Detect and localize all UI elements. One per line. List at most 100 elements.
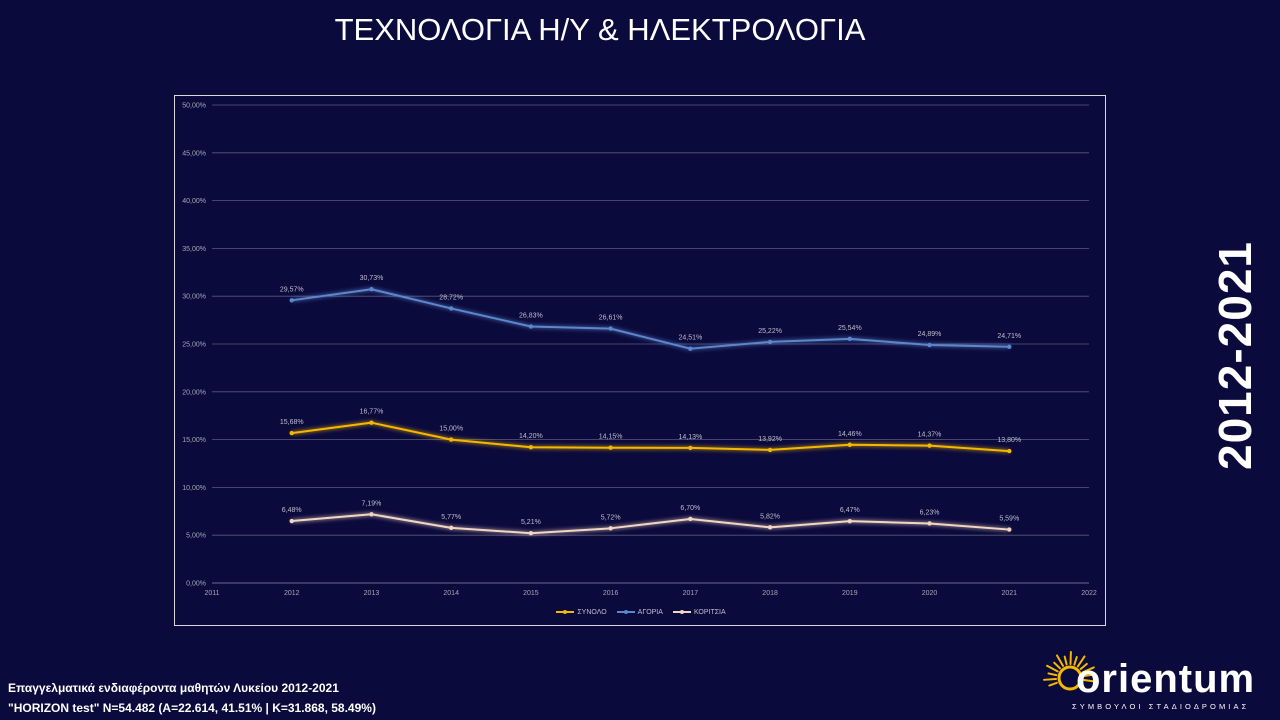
- data-label: 24,51%: [678, 335, 702, 342]
- x-tick-label: 2012: [284, 590, 300, 597]
- data-point: [528, 445, 534, 450]
- data-point: [369, 512, 374, 517]
- data-label: 24,89%: [918, 331, 942, 338]
- y-tick-label: 0,00%: [186, 581, 206, 588]
- data-point: [528, 530, 534, 536]
- data-point: [608, 445, 613, 450]
- x-tick-label: 2016: [603, 590, 619, 597]
- data-label: 5,59%: [999, 516, 1019, 523]
- x-tick-label: 2014: [443, 590, 459, 597]
- data-point: [847, 336, 853, 342]
- legend-label: ΣΥΝΟΛΟ: [577, 608, 607, 616]
- orientum-logo: orientum ΣΥΜΒΟΥΛΟΙ ΣΤΑΔΙΟΔΡΟΜΙΑΣ: [1040, 645, 1270, 715]
- x-tick-label: 2018: [762, 590, 778, 597]
- data-point: [1007, 448, 1012, 454]
- legend-label: ΑΓΟΡΙΑ: [637, 608, 663, 616]
- y-tick-label: 45,00%: [182, 150, 206, 157]
- legend-item: ΣΥΝΟΛΟ: [556, 605, 607, 619]
- data-label: 26,61%: [599, 315, 623, 322]
- data-point: [289, 430, 294, 436]
- data-label: 5,82%: [760, 513, 780, 520]
- series-line-3: [291, 513, 1010, 535]
- data-label: 25,22%: [758, 328, 782, 335]
- data-point: [448, 525, 454, 531]
- y-tick-label: 25,00%: [182, 342, 206, 349]
- legend-item: ΑΓΟΡΙΑ: [616, 605, 663, 619]
- data-label: 15,00%: [439, 426, 463, 433]
- sun-icon: [1043, 651, 1097, 691]
- x-tick-label: 2015: [523, 590, 539, 597]
- data-label: 6,70%: [680, 505, 700, 512]
- data-point: [369, 420, 374, 425]
- chart-area: 0,00% 5,00% 10,00% 15,00% 20,00% 25,00% 30,00%…: [174, 95, 1106, 626]
- y-tick-label: 35,00%: [182, 246, 206, 253]
- y-tick-label: 5,00%: [186, 533, 206, 540]
- data-label: 28,72%: [439, 294, 463, 301]
- page-title: ΤΕΧΝΟΛΟΓΙΑ Η/Υ & ΗΛΕΚΤΡΟΛΟΓΙΑ: [334, 12, 866, 47]
- series-line-1: [291, 421, 1010, 453]
- footer-sample-info: "HORIZON test" N=54.482 (A=22.614, 41.51…: [8, 701, 376, 715]
- data-point: [927, 443, 932, 448]
- y-tick-label: 30,00%: [182, 294, 206, 301]
- sun-ray: [1048, 681, 1058, 687]
- legend-label: ΚΟΡΙΤΣΙΑ: [693, 608, 726, 616]
- data-point: [1007, 344, 1012, 349]
- data-label: 13,92%: [758, 436, 782, 443]
- x-tick-label: 2017: [683, 590, 699, 597]
- period-label: 2012-2021: [1209, 241, 1261, 470]
- legend-item: ΚΟΡΙΤΣΙΑ: [672, 605, 726, 619]
- x-tick-label: 2019: [842, 590, 858, 597]
- data-label: 16,77%: [360, 409, 384, 416]
- y-tick-label: 10,00%: [182, 485, 206, 492]
- y-tick-label: 50,00%: [182, 103, 206, 110]
- data-point: [927, 342, 932, 348]
- data-label: 26,83%: [519, 313, 543, 320]
- data-point: [847, 442, 853, 447]
- sun-ray: [1053, 661, 1061, 670]
- data-point: [927, 521, 932, 526]
- data-label: 13,80%: [997, 437, 1021, 444]
- data-label: 5,72%: [601, 514, 621, 521]
- x-tick-label: 2022: [1081, 590, 1097, 597]
- x-tick-label: 2021: [1001, 590, 1017, 597]
- data-point: [608, 526, 613, 531]
- chart-legend: ΣΥΝΟΛΟ ΑΓΟΡΙΑ ΚΟΡΙΤΣΙΑ: [175, 605, 1107, 619]
- data-point: [289, 298, 294, 303]
- sun-ray: [1076, 655, 1086, 668]
- legend-swatch: [672, 609, 691, 614]
- data-point: [767, 447, 773, 453]
- data-point: [688, 346, 693, 351]
- data-label: 14,46%: [838, 431, 862, 438]
- data-label: 7,19%: [362, 500, 382, 507]
- x-tick-label: 2013: [364, 590, 380, 597]
- legend-swatch: [616, 609, 635, 614]
- data-point: [448, 437, 454, 442]
- logo-tagline: ΣΥΜΒΟΥΛΟΙ ΣΤΑΔΙΟΔΡΟΜΙΑΣ: [1072, 702, 1250, 711]
- sun-ray: [1043, 677, 1058, 681]
- data-label: 15,68%: [280, 419, 304, 426]
- data-point: [289, 518, 294, 524]
- y-tick-label: 20,00%: [182, 389, 206, 396]
- data-point: [847, 518, 853, 524]
- data-point: [688, 516, 693, 522]
- legend-swatch: [556, 609, 575, 614]
- sun-ray: [1073, 656, 1078, 666]
- data-point: [448, 306, 454, 311]
- series-line-2: [291, 288, 1010, 350]
- sun-ray: [1063, 655, 1068, 666]
- footer: Επαγγελματικά ενδιαφέροντα μαθητών Λυκεί…: [8, 678, 376, 718]
- data-point: [1007, 527, 1012, 532]
- data-point: [767, 339, 773, 345]
- data-label: 14,37%: [918, 432, 942, 439]
- data-label: 6,23%: [920, 509, 940, 516]
- data-label: 14,13%: [678, 434, 702, 441]
- data-label: 5,77%: [441, 514, 461, 521]
- sun-ray: [1079, 662, 1088, 671]
- x-tick-label: 2020: [922, 590, 938, 597]
- x-tick-label: 2011: [204, 590, 219, 597]
- data-label: 30,73%: [360, 275, 384, 282]
- y-tick-label: 15,00%: [182, 437, 206, 444]
- data-point: [767, 525, 773, 530]
- sun-ray: [1056, 654, 1064, 667]
- line-chart: 0,00% 5,00% 10,00% 15,00% 20,00% 25,00% 30,00%…: [182, 103, 1097, 598]
